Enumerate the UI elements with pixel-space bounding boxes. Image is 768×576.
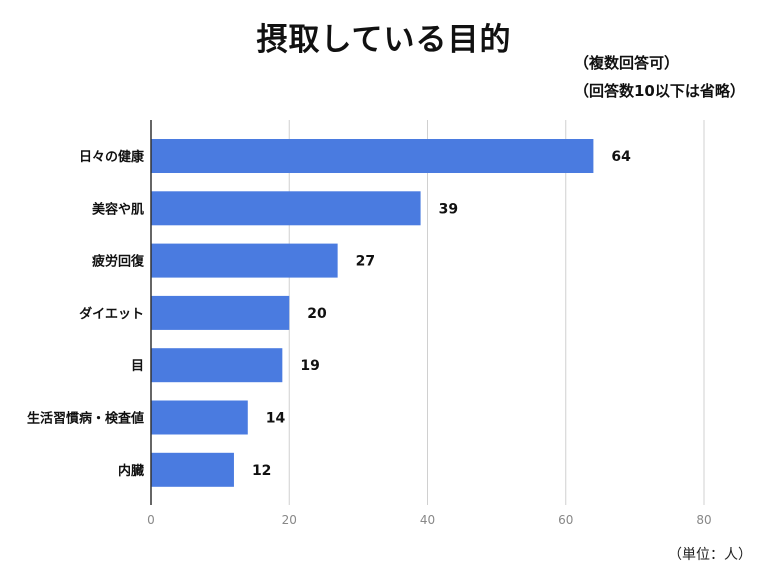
category-label: ダイエット [79, 306, 144, 322]
value-label: 19 [300, 358, 319, 374]
value-label: 39 [439, 201, 458, 217]
bar [151, 348, 283, 383]
category-label: 内臓 [118, 463, 144, 479]
x-tick-label: 80 [696, 513, 711, 527]
value-label: 12 [252, 463, 271, 479]
bar [151, 243, 338, 278]
chart-title: 摂取している目的 [256, 22, 512, 58]
category-label: 目 [131, 359, 144, 374]
value-label: 64 [611, 149, 631, 165]
category-label: 生活習慣病・検査値 [27, 411, 144, 427]
x-tick-label: 60 [558, 513, 573, 527]
bar [151, 295, 290, 330]
category-label: 日々の健康 [79, 149, 145, 165]
bar [151, 139, 594, 173]
bar [151, 400, 248, 435]
value-label: 20 [307, 306, 327, 322]
category-label: 疲労回復 [92, 254, 145, 270]
category-label: 美容や肌 [92, 201, 144, 217]
multiple-answer-note: （複数回答可） [574, 54, 680, 72]
bar [151, 191, 421, 226]
bar [151, 452, 234, 487]
unit-label: （単位：人） [668, 547, 752, 563]
x-tick-label: 40 [420, 513, 435, 527]
value-label: 27 [356, 254, 375, 270]
value-label: 14 [266, 411, 286, 427]
x-tick-label: 0 [147, 513, 155, 527]
omission-note: （回答数10以下は省略） [574, 82, 745, 100]
x-tick-label: 20 [282, 513, 297, 527]
